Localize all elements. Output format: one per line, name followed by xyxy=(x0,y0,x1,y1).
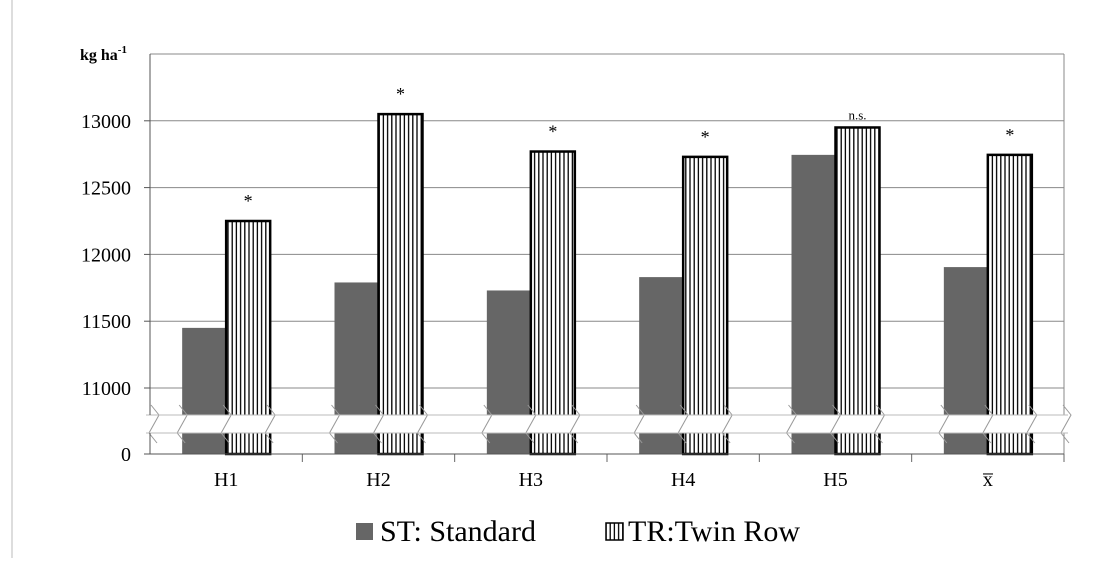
axis-break-mark xyxy=(785,404,798,444)
axis-break-mark xyxy=(148,404,160,444)
text-layer: * H1 * H2 * H3 * H4 n.s. H5 * x̅ 0 11000 11500 12000 125… xyxy=(80,44,1014,491)
significance-label: n.s. xyxy=(848,107,866,122)
axis-break-band xyxy=(148,415,1070,433)
y-unit-label: kg ha-1 xyxy=(80,44,127,64)
y-tick-label: 12500 xyxy=(81,178,131,200)
significance-label: * xyxy=(1005,125,1014,145)
axis-break-mark xyxy=(829,404,842,444)
x-tick-label: x̅ xyxy=(982,469,994,491)
y-tick-label: 12000 xyxy=(81,244,131,266)
y-tick-label: 13000 xyxy=(81,111,131,133)
significance-label: * xyxy=(548,122,557,142)
y-tick-label: 11000 xyxy=(82,378,131,400)
axis-break-mark xyxy=(372,404,385,444)
axis-break-mark xyxy=(633,404,645,444)
bar-tr xyxy=(834,126,881,456)
axis-break-mark xyxy=(1060,404,1072,444)
x-tick-label: H1 xyxy=(214,469,238,491)
bar-tr xyxy=(986,153,1034,456)
grid-layer xyxy=(150,53,1065,454)
bars-layer xyxy=(182,112,1034,456)
x-tick-label: H3 xyxy=(519,469,543,491)
significance-label: * xyxy=(244,191,253,211)
axis-break-mark xyxy=(416,404,429,444)
axis-layer xyxy=(144,54,1065,462)
axis-break-mark xyxy=(1026,404,1038,444)
y-tick-label: 0 xyxy=(121,444,131,466)
x-tick-label: H5 xyxy=(823,469,847,491)
axis-break-mark xyxy=(569,404,581,444)
axis-break-mark xyxy=(982,404,994,444)
axis-break-mark xyxy=(220,404,232,444)
x-tick-label: H2 xyxy=(366,469,390,491)
axis-break-mark xyxy=(328,404,341,444)
significance-label: * xyxy=(701,127,710,147)
axis-break-mark xyxy=(721,404,733,444)
y-unit-sup: -1 xyxy=(118,44,127,56)
legend-label-st: ST: Standard xyxy=(380,515,536,548)
axis-break-mark xyxy=(481,404,493,444)
axis-break-mark xyxy=(525,404,537,444)
y-tick-label: 11500 xyxy=(82,311,131,333)
axis-break-mark xyxy=(677,404,689,444)
axis-break-mark xyxy=(176,404,188,444)
bar-st xyxy=(791,154,836,455)
significance-label: * xyxy=(396,84,405,104)
bar-tr xyxy=(377,112,424,456)
bar-tr xyxy=(681,155,729,456)
x-tick-label: H4 xyxy=(671,469,695,491)
legend-swatch-tr xyxy=(605,522,624,541)
axis-break-mark xyxy=(873,404,886,444)
legend: ST: Standard TR:Twin Row xyxy=(356,515,800,548)
bar-st xyxy=(182,327,227,454)
axis-break-mark xyxy=(264,404,276,444)
y-unit-text: kg ha xyxy=(80,47,118,64)
legend-swatch-st xyxy=(356,523,373,540)
axis-break-layer xyxy=(146,404,1072,444)
axis-break-mark xyxy=(938,404,950,444)
legend-label-tr: TR:Twin Row xyxy=(628,515,800,548)
bar-tr xyxy=(529,150,577,456)
